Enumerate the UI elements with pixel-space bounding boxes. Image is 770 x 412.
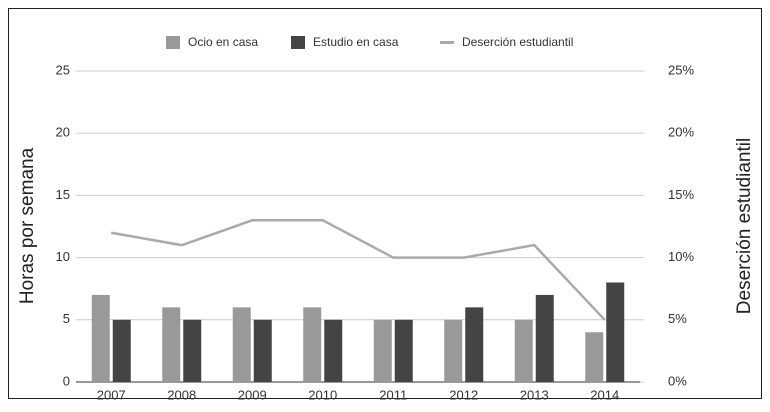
- y-tick-label: 10: [56, 249, 70, 264]
- x-tick-label: 2009: [238, 387, 267, 402]
- bar: [324, 319, 343, 382]
- x-tick-label: 2012: [449, 387, 478, 402]
- x-tick-label: 2007: [97, 387, 126, 402]
- x-tick-label: 2013: [520, 387, 549, 402]
- x-tick-label: 2008: [167, 387, 196, 402]
- bar: [535, 294, 554, 382]
- bar: [444, 319, 463, 382]
- bar: [373, 319, 392, 382]
- bar: [514, 319, 533, 382]
- y-tick-label: 15: [56, 187, 70, 202]
- bar: [585, 332, 604, 382]
- y2-tick-label: 0%: [668, 373, 687, 388]
- bar: [253, 319, 272, 382]
- bar: [162, 307, 181, 382]
- bar: [112, 319, 131, 382]
- legend-swatch: [440, 41, 454, 44]
- x-tick-label: 2011: [379, 387, 407, 402]
- legend-swatch: [291, 36, 305, 49]
- y2-tick-label: 15%: [668, 187, 694, 202]
- y2-tick-label: 5%: [668, 311, 687, 326]
- bar: [183, 319, 202, 382]
- bar: [465, 307, 484, 382]
- bar: [606, 282, 625, 382]
- bar: [303, 307, 322, 382]
- y2-axis-title: Deserción estudiantil: [734, 138, 755, 314]
- bar: [232, 307, 251, 382]
- legend-label: Deserción estudiantil: [462, 35, 573, 49]
- y2-tick-label: 10%: [668, 249, 694, 264]
- y-tick-label: 5: [63, 311, 70, 326]
- y-tick-label: 20: [56, 125, 70, 140]
- y-tick-label: 25: [56, 62, 70, 77]
- legend-label: Ocio en casa: [188, 35, 258, 49]
- bar: [394, 319, 413, 382]
- y-axis-title: Horas por semana: [17, 147, 38, 304]
- y2-tick-label: 25%: [668, 62, 694, 77]
- x-tick-label: 2010: [308, 387, 337, 402]
- y2-tick-label: 20%: [668, 125, 694, 140]
- legend-label: Estudio en casa: [313, 35, 399, 49]
- x-tick-label: 2014: [590, 387, 619, 402]
- y-tick-label: 0: [63, 373, 70, 388]
- line: [111, 219, 606, 321]
- legend-swatch: [166, 36, 180, 49]
- bar: [91, 294, 110, 382]
